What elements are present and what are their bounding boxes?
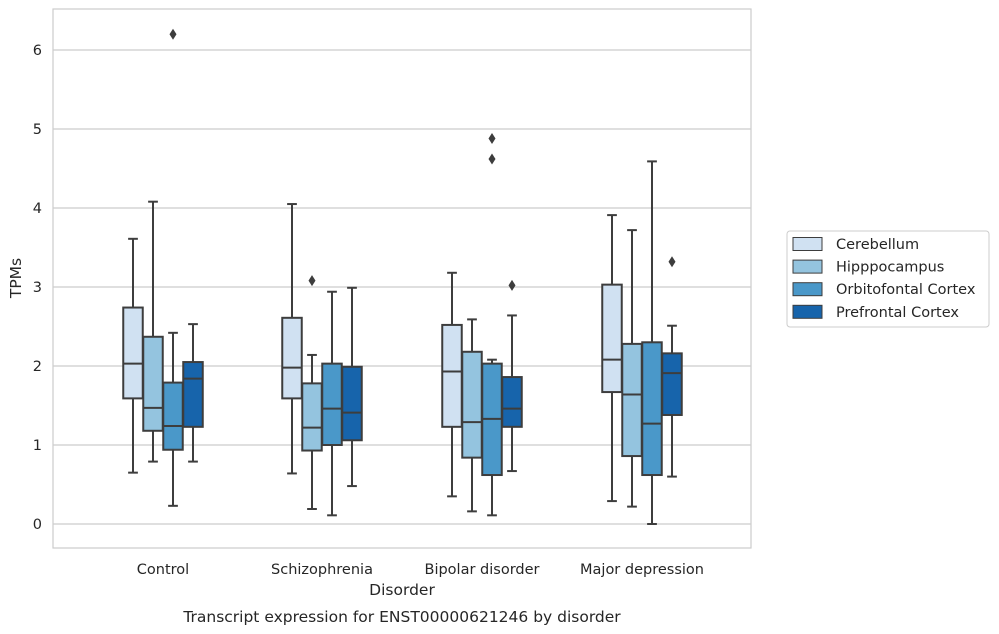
box-body <box>162 381 184 451</box>
legend-label: Hipppocampus <box>836 260 944 276</box>
legend-frame <box>786 230 990 328</box>
chart-caption: Transcript expression for ENST0000062124… <box>182 608 621 626</box>
box <box>182 323 204 463</box>
x-tick-label: Schizophrenia <box>271 562 373 578</box>
legend-label: Cerebellum <box>836 237 919 253</box>
x-tick-label: Bipolar disorder <box>425 562 540 578</box>
boxes <box>122 28 683 525</box>
outlier-point <box>488 132 496 144</box>
box <box>122 237 144 474</box>
outlier-point <box>169 28 177 40</box>
box-body <box>341 365 363 442</box>
box-body <box>321 362 343 447</box>
box-body <box>122 306 144 400</box>
box <box>441 271 463 498</box>
box-body <box>661 352 683 416</box>
legend-label: Prefrontal Cortex <box>836 305 959 321</box>
box-body <box>441 323 463 428</box>
box-body <box>601 283 623 394</box>
y-tick-label: 1 <box>33 438 42 454</box>
legend-swatch <box>792 304 823 319</box>
box-body <box>461 350 483 459</box>
box <box>501 279 523 473</box>
outlier-point <box>488 153 496 165</box>
box <box>321 290 343 517</box>
legend: Cerebellum Hipppocampus Orbitofontal Corte… <box>786 230 990 328</box>
box <box>661 256 683 478</box>
box <box>162 28 184 507</box>
y-tick-label: 6 <box>33 43 42 59</box>
x-tick-labels: Control Schizophrenia Bipolar disorder Majo… <box>137 562 704 578</box>
y-tick-label: 5 <box>33 122 42 138</box>
box-body <box>281 316 303 400</box>
box-body <box>142 335 164 432</box>
x-tick-label: Control <box>137 562 189 578</box>
y-tick-label: 2 <box>33 359 42 375</box>
box-body <box>301 382 323 452</box>
box <box>281 203 303 475</box>
y-tick-label: 4 <box>33 201 42 217</box>
x-axis-title: Disorder <box>369 581 435 599</box>
box-body <box>182 361 204 428</box>
y-axis-title: TPMs <box>7 258 25 299</box>
box <box>621 229 643 508</box>
outlier-point <box>308 275 316 287</box>
box-body <box>641 341 663 477</box>
y-tick-labels: 0 1 2 3 4 5 6 <box>33 43 42 533</box>
legend-label: Orbitofontal Cortex <box>836 282 976 298</box>
box <box>142 200 164 463</box>
box <box>601 214 623 503</box>
outlier-point <box>668 256 676 268</box>
outlier-point <box>508 279 516 291</box>
box <box>461 318 483 513</box>
box <box>641 160 663 525</box>
x-tick-label: Major depression <box>580 562 704 578</box>
box <box>341 286 363 488</box>
legend-swatch <box>792 237 823 251</box>
box-body <box>501 376 523 428</box>
box-body <box>621 342 643 458</box>
y-tick-label: 0 <box>33 517 42 533</box>
plot-frame <box>52 8 752 549</box>
legend-swatch <box>792 259 823 274</box>
y-tick-label: 3 <box>33 280 42 296</box>
legend-swatch <box>792 282 823 297</box>
